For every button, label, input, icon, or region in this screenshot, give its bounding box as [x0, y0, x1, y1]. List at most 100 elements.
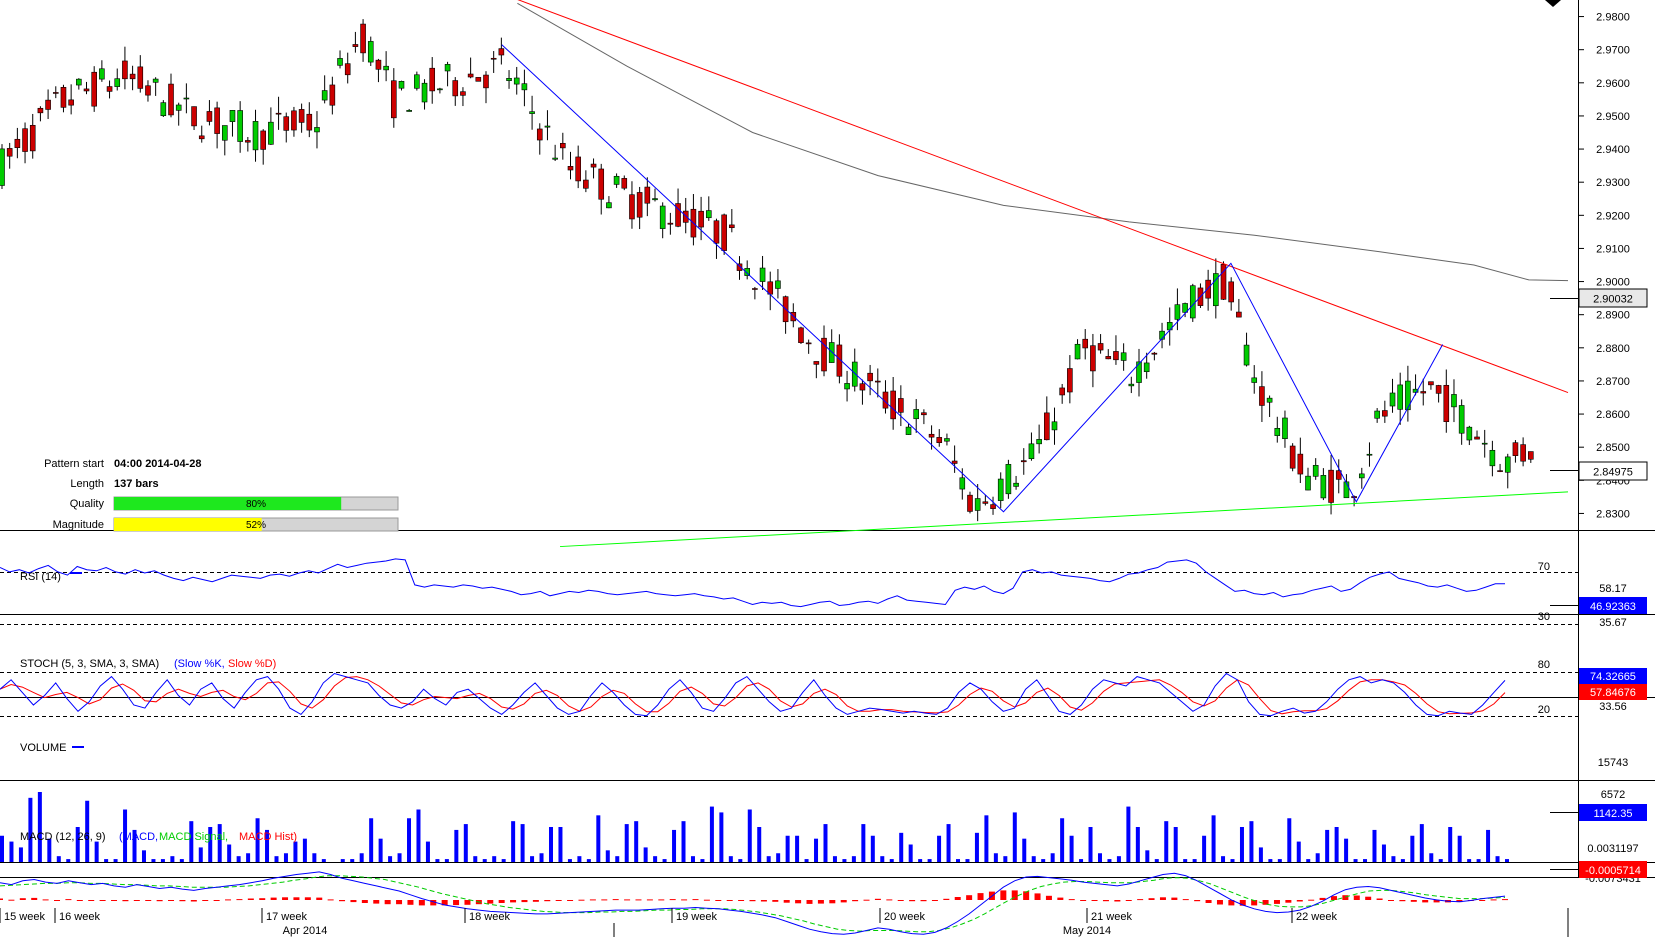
- candle-body: [91, 71, 97, 107]
- volume-bar: [378, 838, 383, 862]
- candle-body: [951, 460, 958, 464]
- volume-bar: [1306, 859, 1311, 862]
- candle-body: [375, 59, 382, 70]
- macd-hist-bar: [966, 895, 973, 900]
- volume-bar: [151, 859, 156, 862]
- candle-body: [452, 80, 459, 97]
- ma-value-label: 2.90032: [1593, 294, 1633, 306]
- macd-hist-bar: [1502, 899, 1508, 901]
- volume-bar: [1012, 812, 1017, 862]
- candle-body: [752, 288, 758, 290]
- candle-body: [206, 111, 213, 122]
- candle-body: [1420, 391, 1427, 394]
- volume-bar: [880, 856, 885, 862]
- volume-bar: [1135, 827, 1140, 862]
- macd-legend-hist: MACD Hist): [239, 831, 297, 843]
- candle-body: [874, 380, 881, 383]
- volume-bar: [1391, 856, 1396, 862]
- price-tick-label: 2.8500: [1596, 442, 1630, 454]
- candle-body: [145, 85, 151, 96]
- macd-hist-bar: [202, 900, 209, 901]
- moving-average-curve: [517, 2, 1569, 282]
- macd-hist-bar: [840, 900, 847, 903]
- candle-body: [1481, 442, 1488, 445]
- candle-body: [1466, 426, 1473, 441]
- candle-body: [1512, 442, 1519, 456]
- ma-value-marker: 2.90032: [1550, 288, 1648, 308]
- volume-bar: [1183, 859, 1188, 862]
- candle-body: [997, 478, 1004, 501]
- candle-body: [1251, 377, 1258, 383]
- candle-body: [890, 390, 896, 420]
- volume-bar: [1372, 829, 1377, 862]
- candle-body: [152, 78, 159, 83]
- candle-body: [260, 130, 267, 150]
- main-panel: 2.9800 2.9700 2.9600 2.9500 2.9400 2.9300 2.92…: [0, 0, 1648, 548]
- candle-body: [982, 501, 989, 504]
- volume-bar: [1097, 853, 1102, 862]
- volume-bar: [1164, 821, 1169, 862]
- candle-body: [921, 412, 927, 416]
- volume-bar: [170, 856, 175, 862]
- macd-hist-bar: [1319, 897, 1326, 900]
- candle-body: [467, 73, 474, 78]
- macd-hist-bar: [909, 900, 916, 902]
- candle-body: [1389, 392, 1396, 407]
- week-label: 19 week: [676, 911, 717, 923]
- trendlines: [517, 0, 1569, 548]
- quality-value: 80%: [246, 499, 266, 510]
- volume-bar: [1230, 859, 1235, 862]
- macd-hist-bar: [567, 900, 574, 901]
- macd-hist-bar: [1479, 900, 1486, 901]
- scroll-indicator-icon[interactable]: [1545, 0, 1561, 7]
- quality-label: Quality: [70, 498, 105, 510]
- volume-bar: [1022, 838, 1027, 862]
- volume-bar: [123, 809, 128, 862]
- macd-hist-bar: [350, 900, 357, 903]
- candle-body: [391, 80, 397, 119]
- candle-body: [275, 112, 282, 115]
- volume-bar: [1381, 844, 1386, 862]
- candle-body: [1128, 383, 1135, 387]
- macd-hist-bar: [1091, 900, 1098, 901]
- candle-body: [76, 78, 82, 86]
- volume-bar: [1495, 856, 1500, 862]
- candle-body: [506, 78, 512, 81]
- candle-body: [398, 80, 405, 89]
- macd-hist-bar: [612, 899, 619, 901]
- candle-body: [37, 107, 44, 114]
- macd-hist-bar: [852, 900, 859, 902]
- volume-bar: [104, 859, 109, 862]
- price-axis: 2.9800 2.9700 2.9600 2.9500 2.9400 2.9300 2.92…: [1578, 12, 1630, 520]
- candle-body: [314, 127, 320, 133]
- candle-body: [521, 83, 528, 91]
- volume-bar: [1154, 859, 1159, 862]
- rsi-panel: RSI (14) 70 30 58.17 35.67 46.92363: [0, 558, 1647, 629]
- volume-bar: [530, 856, 535, 862]
- candle-body: [1067, 368, 1073, 393]
- macd-hist-bar: [99, 900, 106, 901]
- volume-bar: [369, 818, 374, 862]
- volume-bar: [1173, 827, 1178, 862]
- week-label: 18 week: [469, 911, 510, 923]
- macd-hist-bar: [1308, 899, 1315, 901]
- macd-hist-bar: [977, 893, 984, 900]
- volume-bar: [444, 859, 449, 862]
- candle-body: [613, 175, 620, 185]
- price-tick-label: 2.9500: [1596, 111, 1630, 123]
- candle-body: [1335, 470, 1342, 480]
- macd-panel: MACD (12, 26, 9) (MACD, MACD Signal, MAC…: [0, 831, 1647, 935]
- macd-hist-bar: [179, 900, 186, 902]
- candle-body: [813, 361, 820, 365]
- macd-current-box: [1579, 861, 1647, 878]
- candle-body: [52, 92, 59, 94]
- volume-bar: [1296, 841, 1301, 862]
- volume-bar: [766, 856, 771, 862]
- candle-body: [1366, 453, 1373, 456]
- volume-bar: [302, 838, 307, 862]
- volume-bar: [577, 856, 582, 862]
- candle-body: [229, 110, 236, 122]
- macd-hist-bar: [1456, 900, 1463, 903]
- candle-body: [1259, 386, 1265, 406]
- rsi-tick-lower: 35.67: [1599, 617, 1627, 629]
